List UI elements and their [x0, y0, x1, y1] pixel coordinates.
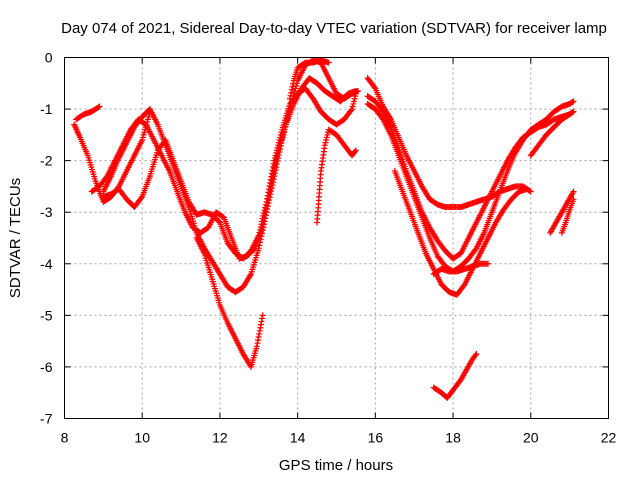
- plot-frame: [64, 57, 609, 419]
- x-tick-label: 8: [61, 430, 69, 446]
- data-point: [259, 218, 266, 225]
- data-point: [473, 351, 480, 358]
- series-track-8: [314, 126, 359, 226]
- data-point: [348, 107, 355, 114]
- axes: 8 10 12 14 16 18 20 22 0 -1 -2 -3 -4 -5 -6 -7: [40, 50, 616, 446]
- data-point: [288, 89, 295, 96]
- data-point: [352, 147, 359, 154]
- series-track-15: [547, 188, 577, 236]
- y-tick-label: -2: [40, 153, 53, 169]
- data-point: [261, 207, 268, 214]
- data-point: [257, 224, 264, 231]
- data-point: [255, 232, 262, 239]
- data-point: [286, 95, 293, 102]
- data-point: [527, 188, 534, 195]
- x-tick-label: 20: [523, 430, 539, 446]
- x-tick-label: 18: [445, 430, 461, 446]
- series-track-5: [100, 85, 359, 262]
- data-point: [460, 282, 467, 289]
- data-point: [215, 218, 222, 225]
- series-track-11: [364, 93, 573, 262]
- y-tick-label: 0: [45, 50, 53, 66]
- data-point: [262, 204, 269, 211]
- x-tick-label: 10: [134, 430, 150, 446]
- y-tick-label: -7: [40, 411, 53, 427]
- series-track-17: [527, 108, 577, 159]
- data-point: [570, 98, 577, 105]
- data-point: [485, 260, 492, 267]
- data-point: [96, 103, 103, 110]
- data-point: [259, 215, 266, 222]
- data-point: [290, 80, 297, 87]
- data-point: [351, 148, 358, 155]
- series-track-7: [286, 57, 332, 102]
- data-point: [570, 196, 577, 203]
- data-point: [472, 352, 479, 359]
- y-tick-label: -4: [40, 256, 53, 272]
- series-track-12: [391, 167, 530, 298]
- x-tick-label: 16: [368, 430, 384, 446]
- series-track-16: [558, 196, 577, 236]
- x-tick-label: 14: [290, 430, 306, 446]
- grid: [64, 57, 609, 419]
- x-tick-label: 12: [212, 430, 228, 446]
- data-point: [257, 226, 264, 233]
- y-tick-label: -6: [40, 359, 53, 375]
- data-point: [352, 90, 359, 97]
- data-point: [570, 108, 577, 115]
- data-point: [379, 107, 386, 114]
- y-tick-label: -3: [40, 204, 53, 220]
- data-point: [256, 229, 263, 236]
- series-track-14: [430, 351, 480, 401]
- data-point: [256, 242, 263, 249]
- data-point: [258, 221, 265, 228]
- data-point: [260, 212, 267, 219]
- data-point: [371, 84, 378, 91]
- data-point: [259, 312, 266, 319]
- data-point: [472, 246, 479, 253]
- series-track-2: [73, 103, 103, 123]
- x-tick-label: 22: [601, 430, 617, 446]
- y-tick-label: -1: [40, 101, 53, 117]
- data-point: [287, 92, 294, 99]
- data-point: [95, 104, 102, 111]
- x-axis-label: GPS time / hours: [279, 457, 393, 474]
- series-track-6: [193, 235, 266, 370]
- data-point: [262, 201, 269, 208]
- data-point: [569, 98, 576, 105]
- data-point: [523, 186, 530, 193]
- data-point: [260, 210, 267, 217]
- data-point: [138, 195, 145, 202]
- data-points: [71, 57, 577, 401]
- y-tick-label: -5: [40, 307, 53, 323]
- data-point: [325, 59, 332, 66]
- data-point: [288, 86, 295, 93]
- data-point: [255, 245, 262, 252]
- y-axis-label: SDTVAR / TECUs: [7, 178, 24, 298]
- data-point: [289, 83, 296, 90]
- chart-title: Day 074 of 2021, Sidereal Day-to-day VTE…: [61, 20, 607, 37]
- series-track-13: [430, 260, 492, 278]
- data-point: [570, 188, 577, 195]
- data-point: [569, 109, 576, 116]
